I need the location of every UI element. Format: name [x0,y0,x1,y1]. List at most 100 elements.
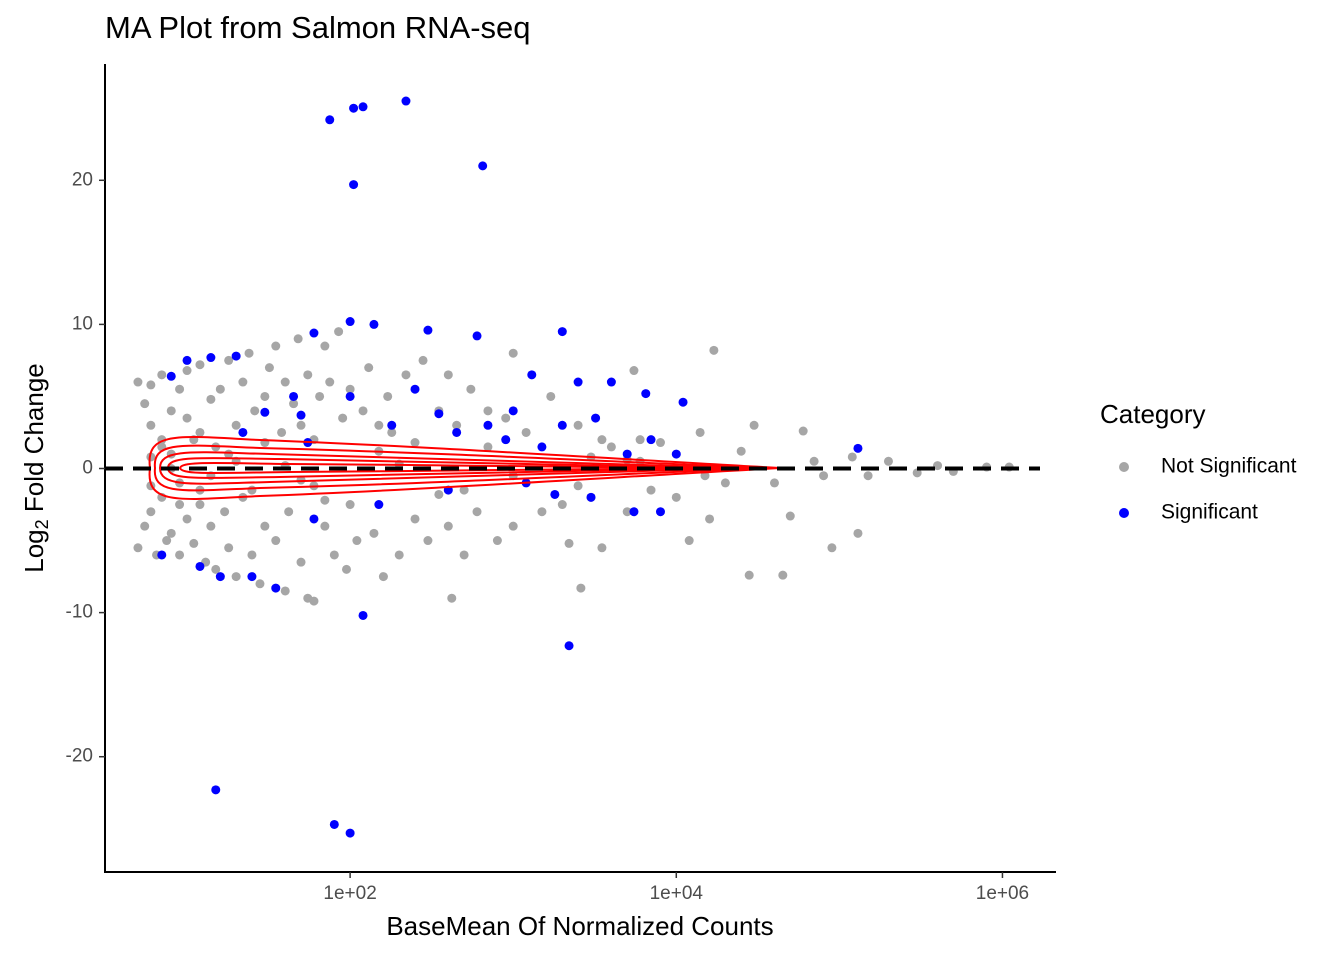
legend-label: Not Significant [1161,455,1297,478]
point [655,438,665,448]
point [443,521,453,531]
point [785,511,795,521]
point [157,550,167,560]
point [655,507,665,517]
point [527,370,537,380]
point [622,449,632,459]
point [492,536,502,546]
point [564,641,574,651]
chart-title: MA Plot from Salmon RNA-seq [105,10,531,45]
point [264,363,274,373]
point [296,410,306,420]
point [309,328,319,338]
point [641,389,651,399]
point [224,355,234,365]
point [247,485,257,495]
y-tick-label: -10 [66,602,93,623]
point [369,528,379,538]
point [296,475,306,485]
point [374,420,384,430]
point [573,420,583,430]
point [671,492,681,502]
point [606,442,616,452]
point [220,507,230,517]
point [162,536,172,546]
point [329,550,339,560]
point [280,377,290,387]
point [819,471,829,481]
point [423,536,433,546]
point [195,360,205,370]
point [250,406,260,416]
point [211,564,221,574]
point [933,461,943,471]
point [247,572,257,582]
point [606,377,616,387]
point [369,319,379,329]
point [358,102,368,112]
point [182,514,192,524]
point [271,341,281,351]
point [557,420,567,430]
point [847,452,857,462]
point [684,536,694,546]
point [508,406,518,416]
point [231,351,241,361]
point [546,391,556,401]
point [418,355,428,365]
point [284,507,294,517]
point [695,427,705,437]
point [296,557,306,567]
point [597,435,607,445]
point [827,543,837,553]
point [345,384,355,394]
point [325,377,335,387]
point [182,355,192,365]
point [140,399,150,409]
point [133,377,143,387]
point [224,543,234,553]
point [329,819,339,829]
point [166,371,176,381]
y-tick-label: -20 [66,746,93,767]
point [231,420,241,430]
legend-marker [1119,508,1129,518]
point [345,317,355,327]
point [501,435,511,445]
point [410,384,420,394]
y-tick-label: 10 [72,313,93,334]
point [358,406,368,416]
point [238,377,248,387]
point [260,391,270,401]
point [309,514,319,524]
point [883,456,893,466]
point [576,583,586,593]
point [325,115,335,125]
point [296,420,306,430]
point [280,586,290,596]
point [912,468,922,478]
point [364,363,374,373]
point [459,550,469,560]
point [452,420,462,430]
point [349,180,359,190]
point [478,161,488,171]
point [508,348,518,358]
y-label-base: Log [19,529,49,572]
point [260,407,270,417]
point [853,528,863,538]
point [334,327,344,337]
point [671,449,681,459]
point [557,327,567,337]
point [175,500,185,510]
point [320,495,330,505]
point [622,507,632,517]
point [452,427,462,437]
point [720,478,730,488]
point [320,521,330,531]
point [211,785,221,795]
point [352,536,362,546]
point [769,478,779,488]
point [744,570,754,580]
point [629,507,639,517]
